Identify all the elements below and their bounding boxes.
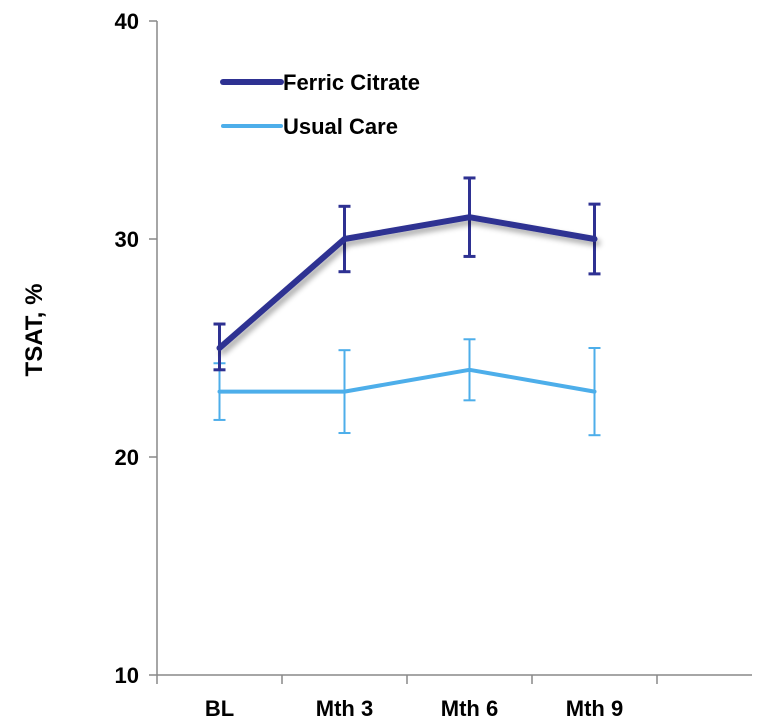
x-ticks: BL Mth 3 Mth 6 Mth 9 — [156, 675, 658, 721]
series-line — [217, 367, 597, 394]
y-axis-title: TSAT, % — [21, 284, 48, 377]
series-ferric-citrate — [213, 176, 601, 372]
legend-label: Ferric Citrate — [283, 70, 420, 95]
legend-label: Usual Care — [283, 114, 398, 139]
legend-item: Ferric Citrate — [220, 70, 420, 95]
series-usual-care — [213, 338, 601, 437]
y-tick-label: 40 — [115, 9, 139, 34]
x-tick-label: Mth 3 — [316, 696, 373, 721]
series-line — [216, 214, 598, 351]
x-tick-label: Mth 9 — [566, 696, 623, 721]
legend: Ferric Citrate Usual Care — [220, 70, 420, 139]
y-ticks: 10 20 30 40 — [115, 9, 157, 688]
axes — [156, 21, 752, 676]
x-tick-label: Mth 6 — [441, 696, 498, 721]
y-tick-label: 30 — [115, 227, 139, 252]
x-tick-label: BL — [205, 696, 234, 721]
legend-item: Usual Care — [221, 114, 398, 139]
y-tick-label: 20 — [115, 445, 139, 470]
y-tick-label: 10 — [115, 663, 139, 688]
series-layer — [213, 176, 601, 437]
